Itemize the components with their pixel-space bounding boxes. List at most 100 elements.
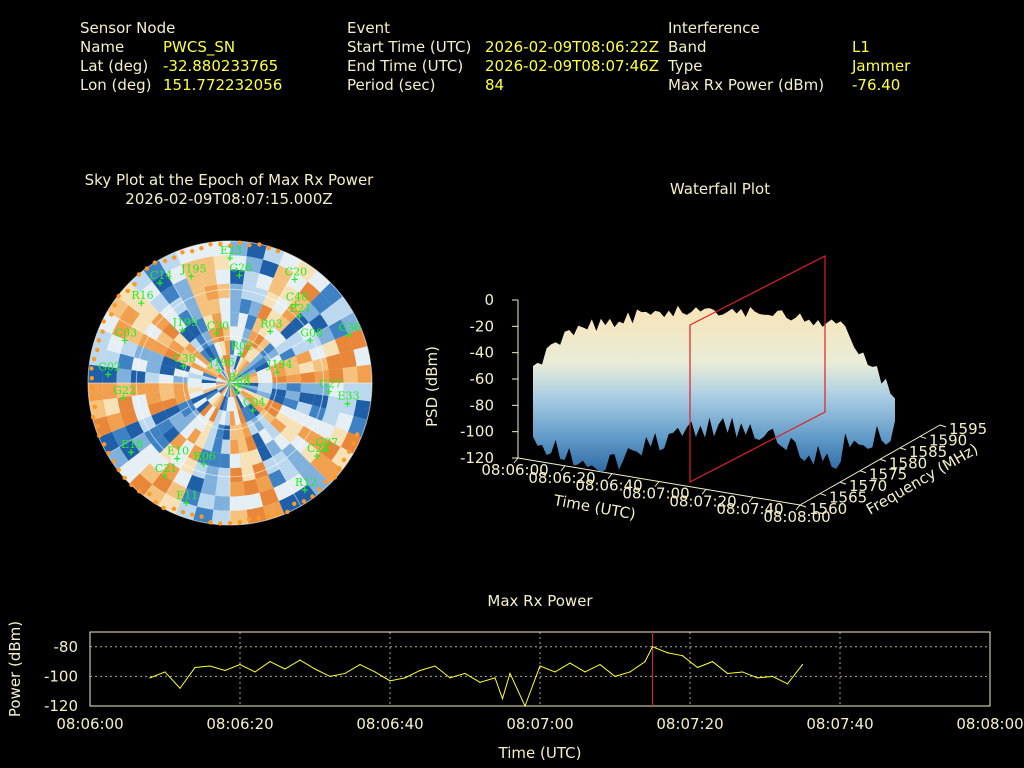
satellite-marker [344,400,351,407]
sky-edge-dot [266,245,271,251]
power-point [419,669,421,672]
sky-edge-dot [316,487,322,492]
satellite-marker [267,328,274,335]
satellite-marker [179,327,186,334]
sky-heatmap [88,241,372,525]
satellite-label: E18 [121,438,143,451]
frequency-axis [799,424,941,506]
power-point [599,663,601,666]
sky-grid-spoke [270,311,354,361]
power-point [569,662,571,664]
sky-edge-dot [129,482,134,488]
satellite-marker [345,332,352,339]
sky-edge-dot [96,338,101,343]
satellite-label: R06 [194,450,216,463]
satellite-label: E23 [220,244,242,257]
time-tick [748,496,754,503]
interference-heading: Interference [668,19,760,37]
satellite-marker [301,487,308,494]
sky-edge-dot [92,404,98,410]
sky-edge-dot [102,442,107,447]
power-point [299,659,301,661]
power-point [726,672,729,675]
sky-edge-dot [180,509,186,515]
satellite-label: C38 [173,352,195,365]
satellite-label: R03 [260,318,282,331]
sky-edge-dot [346,449,352,454]
time-tick [654,481,660,487]
power-point [666,652,669,654]
satellite-label: G07 [315,436,338,449]
power-x-tick-label: 08:07:40 [806,715,873,733]
satellite-label: G08 [300,326,323,339]
waterfall-surface [533,305,895,472]
sky-edge-dot [89,375,95,381]
sky-edge-dot [237,520,242,525]
frequency-tick [819,493,827,497]
power-y-tick-label: -80 [54,638,79,656]
satellite-label: R02 [231,340,253,353]
satellite-marker [237,350,244,357]
satellite-label: C30 [207,320,229,333]
power-point [524,705,526,707]
satellite-marker [235,382,242,389]
satellite-label: J199 [171,316,197,329]
satellite-marker [249,407,256,414]
sky-edge-dot [153,500,158,505]
satellite-label: G27 [319,378,342,391]
sky-edge-dot [310,494,315,499]
satellite-marker [314,453,321,460]
satellite-label: R16 [131,289,153,302]
sky-grid-ring [182,335,278,431]
psd-tick-label: -120 [460,449,494,467]
sky-edge-dot [100,329,105,334]
psd-tick-label: -20 [470,317,495,335]
satellite-marker [227,255,233,262]
power-point [756,677,759,679]
power-point [284,668,286,670]
event-period-label: Period (sec) [347,76,436,94]
frequency-tick-label: 1590 [929,431,967,449]
satellite-marker [236,272,243,279]
interference-type-label: Type [668,57,703,75]
sky-edge-dot [125,288,130,294]
power-point [389,680,391,682]
power-point [681,655,684,657]
frequency-tick-label: 1595 [949,420,987,438]
power-point [374,671,376,673]
event-period-value: 84 [485,76,505,94]
sky-edge-dot [227,520,233,526]
frequency-tick [939,424,947,428]
frequency-tick [799,504,807,508]
power-point [254,671,256,673]
time-tick [513,457,519,464]
time-tick [607,473,613,479]
satellite-label: C21 [155,462,177,475]
interference-band-value: L1 [852,38,870,56]
sky-edge-dot [237,240,243,245]
power-point [194,666,196,669]
sky-edge-dot [323,479,328,485]
time-tick-label: 08:07:40 [716,500,783,518]
satellite-label: G09 [227,378,250,391]
power-x-tick-label: 08:08:00 [956,715,1023,733]
sky-edge-dot [111,459,116,464]
frequency-tick [919,435,927,439]
satellite-marker [296,312,303,319]
satellite-marker [307,337,314,344]
power-point [584,671,586,673]
sky-edge-dot [171,255,177,260]
time-tick-label: 08:06:40 [575,477,642,495]
time-tick-label: 08:06:20 [528,469,595,487]
sky-grid-spoke [106,405,190,455]
sky-grid-spoke [158,259,208,343]
sky-edge-dot [122,475,127,481]
satellite-marker [216,366,223,373]
satellite-label: J194 [266,358,292,371]
power-y-axis-label: Power (dBm) [6,621,24,717]
frequency-tick [899,447,907,451]
sky-edge-dot [91,356,97,362]
power-point [696,666,699,669]
satellite-label: G22 [113,384,136,397]
event-start-value: 2026-02-09T08:06:22Z [485,38,659,56]
